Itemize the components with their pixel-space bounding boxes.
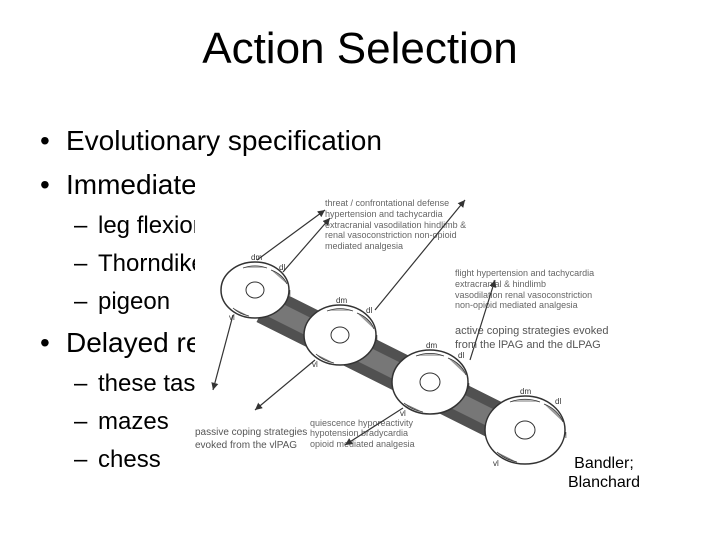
svg-text:dl: dl — [555, 397, 561, 406]
svg-text:l: l — [565, 431, 567, 440]
svg-text:dl: dl — [458, 351, 464, 360]
svg-text:l: l — [289, 289, 291, 298]
attribution: Bandler; Blanchard — [568, 454, 640, 492]
svg-text:l: l — [376, 334, 378, 343]
svg-text:l: l — [468, 382, 470, 391]
svg-text:dm: dm — [520, 387, 531, 396]
attribution-line: Bandler; — [574, 455, 634, 472]
svg-text:dm: dm — [336, 296, 347, 305]
pag-diagram-svg: dm dl l vl dm dl l vl — [195, 160, 625, 480]
svg-text:vl: vl — [400, 409, 406, 418]
slide-title: Action Selection — [0, 24, 720, 74]
svg-text:dl: dl — [366, 306, 372, 315]
pag-figure: active coping strategies evoked from the… — [195, 160, 625, 480]
slide: Action Selection Evolutionary specificat… — [0, 0, 720, 540]
svg-text:vl: vl — [493, 459, 499, 468]
attribution-line: Blanchard — [568, 474, 640, 491]
bullet-l1: Evolutionary specification — [40, 120, 680, 162]
svg-text:dm: dm — [426, 341, 437, 350]
